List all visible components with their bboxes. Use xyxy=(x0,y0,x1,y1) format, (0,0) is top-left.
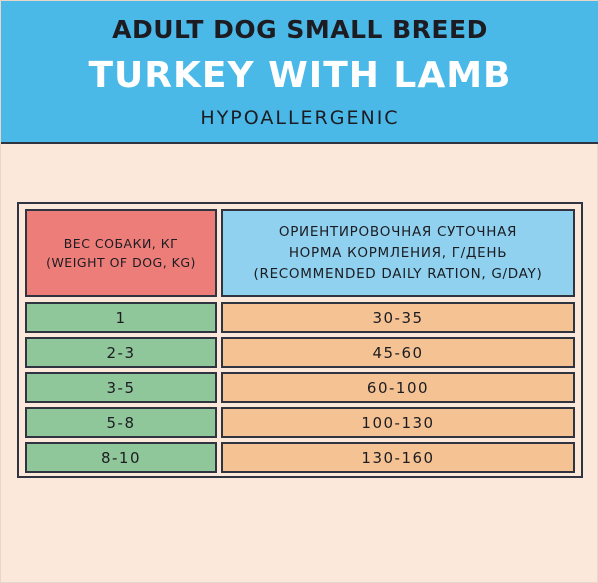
ration-cell: 100-130 xyxy=(221,407,575,438)
weight-cell: 2-3 xyxy=(25,337,217,368)
ration-cell: 130-160 xyxy=(221,442,575,473)
weight-cell: 3-5 xyxy=(25,372,217,403)
ration-cell: 45-60 xyxy=(221,337,575,368)
product-subtitle: HYPOALLERGENIC xyxy=(200,107,400,129)
ration-header-en: (RECOMMENDED DAILY RATION, G/DAY) xyxy=(253,265,543,282)
header-banner: ADULT DOG SMALL BREED TURKEY WITH LAMB H… xyxy=(1,1,598,144)
ration-header-ru-line1: ОРИЕНТИРОВОЧНАЯ СУТОЧНАЯ xyxy=(278,223,518,240)
ration-column-header: ОРИЕНТИРОВОЧНАЯ СУТОЧНАЯ НОРМА КОРМЛЕНИЯ… xyxy=(221,209,575,297)
weight-header-en: (WEIGHT OF DOG, KG) xyxy=(46,255,196,270)
weight-cell: 1 xyxy=(25,302,217,333)
ration-cell: 60-100 xyxy=(221,372,575,403)
ration-header-ru-line2: НОРМА КОРМЛЕНИЯ, Г/ДЕНЬ xyxy=(288,244,508,261)
weight-cell: 8-10 xyxy=(25,442,217,473)
ration-cell: 30-35 xyxy=(221,302,575,333)
weight-column-header: ВЕС СОБАКИ, КГ (WEIGHT OF DOG, KG) xyxy=(25,209,217,297)
weight-cell: 5-8 xyxy=(25,407,217,438)
feeding-table: ВЕС СОБАКИ, КГ (WEIGHT OF DOG, KG) ОРИЕН… xyxy=(17,202,583,478)
product-flavor-title: TURKEY WITH LAMB xyxy=(88,55,512,96)
weight-header-ru: ВЕС СОБАКИ, КГ xyxy=(63,236,179,251)
product-line-title: ADULT DOG SMALL BREED xyxy=(112,15,488,44)
